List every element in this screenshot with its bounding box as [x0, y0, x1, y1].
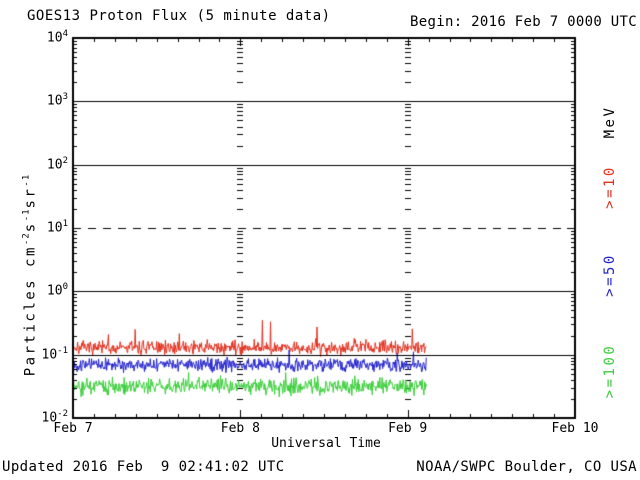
- begin-label: Begin: 2016 Feb 7 0000 UTC: [410, 14, 637, 30]
- x-tick-feb9: Feb 9: [388, 421, 428, 436]
- right-label-mev: MeV: [602, 105, 618, 139]
- right-label-ge50: >=50: [602, 253, 618, 297]
- noaa-credit: NOAA/SWPC Boulder, CO USA: [416, 459, 637, 475]
- y-tick-label: 101: [46, 219, 68, 236]
- x-tick-feb10: Feb 10: [551, 421, 599, 436]
- y-tick-label: 102: [46, 155, 68, 173]
- y-tick-label: 10-1: [41, 345, 69, 363]
- x-axis-label: Universal Time: [271, 436, 381, 451]
- updated-timestamp: Updated 2016 Feb 9 02:41:02 UTC: [2, 459, 285, 475]
- y-tick-label: 104: [46, 29, 68, 46]
- right-label-ge100: >=100: [602, 343, 618, 399]
- x-tick-feb7: Feb 7: [53, 421, 93, 436]
- right-label-ge10: >=10: [602, 165, 618, 209]
- x-tick-feb8: Feb 8: [220, 421, 260, 436]
- chart-title: GOES13 Proton Flux (5 minute data): [27, 8, 331, 24]
- y-tick-label: 103: [46, 92, 68, 109]
- y-tick-label: 10-2: [41, 409, 69, 426]
- y-tick-label: 100: [46, 282, 68, 299]
- y-axis-label: Particles cm-2s-1sr-1: [21, 173, 39, 377]
